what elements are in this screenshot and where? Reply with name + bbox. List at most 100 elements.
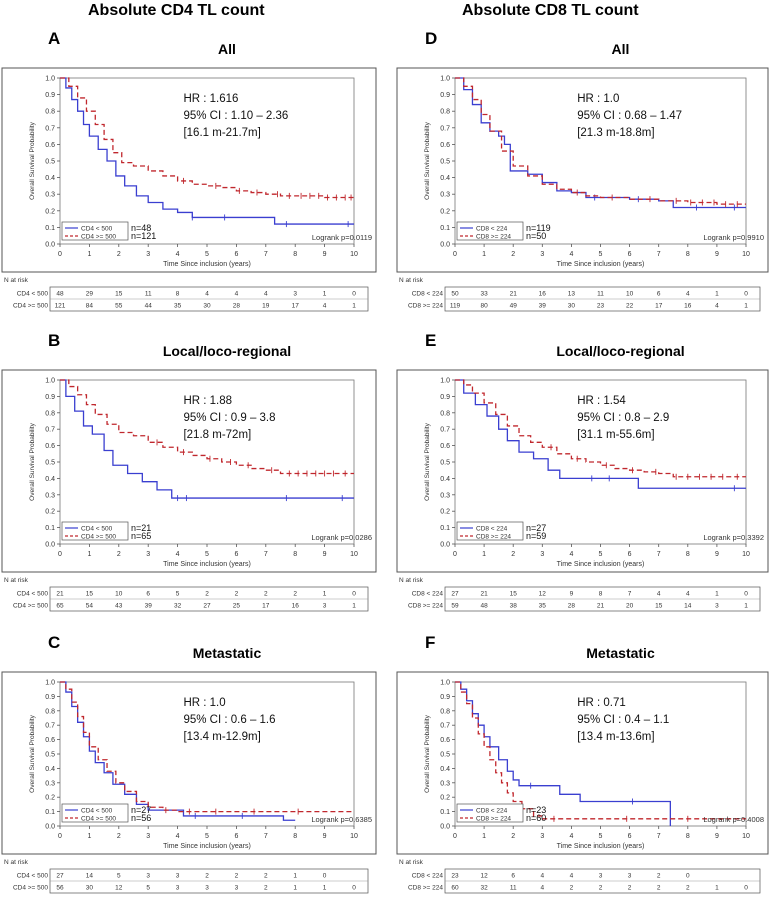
x-tick-label: 8: [686, 833, 690, 840]
x-tick-label: 6: [234, 551, 238, 558]
risk-cell: 60: [451, 885, 459, 892]
y-tick-label: 0.5: [440, 752, 450, 759]
panel-subtitle: Local/loco-regional: [163, 343, 291, 359]
risk-cell: 3: [205, 885, 209, 892]
risk-cell: 4: [657, 591, 661, 598]
risk-row-label: CD4 < 500: [17, 591, 49, 598]
risk-cell: 21: [510, 291, 518, 298]
y-tick-label: 0.0: [45, 824, 55, 831]
risk-cell: 28: [233, 303, 241, 310]
km-chart-svg: F Metastatic 0.0 0.1 0.2 0.3 0.4 0.5 0.6 0.7 0.8 0.…: [396, 633, 769, 894]
y-tick-label: 0.7: [45, 723, 55, 730]
risk-cell: 2: [599, 885, 603, 892]
legend-label: CD8 >= 224: [476, 534, 511, 541]
risk-cell: 21: [597, 603, 605, 610]
risk-row-label: CD8 < 224: [412, 873, 444, 880]
risk-cell: 25: [233, 603, 241, 610]
legend-label: CD8 < 224: [476, 226, 508, 233]
km-panel-e: E Local/loco-regional 0.0 0.1 0.2 0.3 0.4 0.5 0.…: [395, 330, 780, 630]
y-axis-label: Overall Survival Probability: [424, 121, 431, 199]
y-tick-label: 1.0: [440, 378, 450, 385]
logrank-label: Logrank p=0.9910: [703, 233, 764, 242]
column-title-cd8: Absolute CD8 TL count: [462, 2, 639, 19]
risk-cell: 0: [744, 885, 748, 892]
panel-letter: B: [48, 331, 60, 350]
risk-cell: 1: [293, 885, 297, 892]
x-tick-label: 7: [264, 833, 268, 840]
y-tick-label: 1.0: [45, 680, 55, 687]
y-tick-label: 0.7: [440, 125, 450, 132]
n-at-risk-title: N at risk: [4, 859, 29, 866]
risk-cell: 4: [205, 291, 209, 298]
legend-box: [61, 521, 129, 541]
y-tick-label: 0.3: [440, 192, 450, 199]
x-tick-label: 10: [350, 551, 358, 558]
risk-cell: 21: [480, 591, 488, 598]
x-tick-label: 1: [87, 833, 91, 840]
risk-cell: 0: [323, 873, 327, 880]
x-tick-label: 5: [599, 251, 603, 258]
risk-cell: 28: [568, 603, 576, 610]
legend-box: [61, 221, 129, 241]
panel-letter: D: [425, 29, 437, 48]
series-line-low: [60, 77, 354, 225]
risk-cell: 1: [352, 303, 356, 310]
risk-cell: 15: [655, 603, 663, 610]
risk-cell: 32: [174, 603, 182, 610]
risk-cell: 11: [597, 291, 604, 298]
x-axis-label: Time Since inclusion (years): [163, 561, 251, 568]
x-tick-label: 4: [569, 251, 573, 258]
x-tick-label: 0: [453, 251, 457, 258]
risk-cell: 3: [176, 885, 180, 892]
risk-cell: 44: [145, 303, 153, 310]
risk-cell: 2: [205, 873, 209, 880]
panel-letter: E: [425, 331, 436, 350]
risk-cell: 2: [657, 873, 661, 880]
x-tick-label: 1: [87, 251, 91, 258]
y-tick-label: 1.0: [440, 76, 450, 83]
x-tick-label: 0: [58, 833, 62, 840]
risk-cell: 12: [115, 885, 123, 892]
series-line-high: [60, 379, 354, 475]
risk-cell: 0: [686, 873, 690, 880]
x-tick-label: 5: [599, 833, 603, 840]
x-tick-label: 8: [686, 251, 690, 258]
y-tick-label: 0.7: [440, 427, 450, 434]
risk-cell: 10: [115, 591, 123, 598]
stats-line: HR : 1.54: [577, 395, 626, 407]
y-axis-label: Overall Survival Probability: [29, 422, 36, 500]
stats-line: 95% CI : 0.8 – 2.9: [577, 412, 669, 424]
n-label: n=23: [526, 805, 546, 815]
x-tick-label: 7: [264, 551, 268, 558]
y-tick-label: 0.8: [440, 109, 450, 116]
stats-line: [21.8 m-72m]: [183, 429, 251, 441]
x-tick-label: 10: [742, 251, 750, 258]
stats-line: [31.1 m-55.6m]: [577, 429, 654, 441]
x-tick-label: 7: [657, 833, 661, 840]
risk-cell: 8: [599, 591, 603, 598]
y-tick-label: 0.5: [45, 460, 55, 467]
x-tick-label: 5: [599, 551, 603, 558]
risk-cell: 1: [715, 591, 719, 598]
x-tick-label: 6: [628, 251, 632, 258]
x-tick-label: 4: [176, 251, 180, 258]
risk-cell: 48: [56, 291, 64, 298]
risk-row-label: CD4 >= 500: [13, 885, 48, 892]
risk-cell: 1: [715, 885, 719, 892]
x-tick-label: 2: [511, 551, 515, 558]
risk-cell: 27: [56, 873, 64, 880]
risk-cell: 50: [451, 291, 459, 298]
y-tick-label: 0.1: [45, 809, 55, 816]
risk-cell: 2: [657, 885, 661, 892]
risk-cell: 3: [235, 885, 239, 892]
y-tick-label: 0.4: [45, 476, 55, 483]
legend-label: CD4 < 500: [81, 808, 113, 815]
series-line-high: [455, 681, 746, 820]
risk-cell: 15: [115, 291, 123, 298]
risk-cell: 38: [510, 603, 518, 610]
x-tick-label: 10: [742, 833, 750, 840]
x-tick-label: 4: [569, 833, 573, 840]
series-line-low: [455, 681, 671, 826]
risk-cell: 4: [715, 303, 719, 310]
y-tick-label: 0.1: [440, 525, 450, 532]
